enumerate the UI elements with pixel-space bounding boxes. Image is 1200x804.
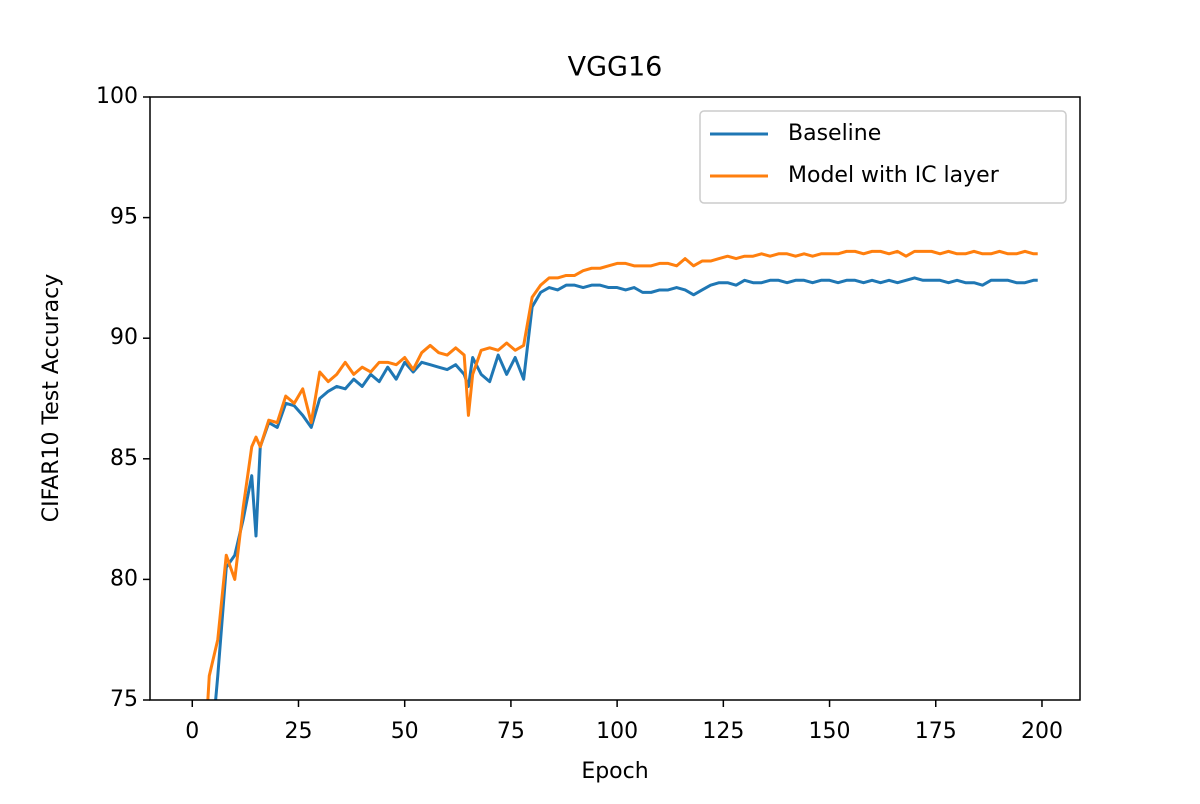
legend-box — [699, 110, 1067, 204]
legend-label: Model with IC layer — [788, 163, 1000, 188]
y-tick-label: 80 — [110, 566, 138, 591]
x-tick-label: 100 — [596, 719, 638, 744]
x-tick-label: 125 — [702, 719, 744, 744]
x-tick-label: 25 — [284, 719, 312, 744]
x-tick-label: 0 — [185, 719, 199, 744]
legend-label: Baseline — [788, 121, 881, 146]
x-tick-label: 200 — [1021, 719, 1063, 744]
y-tick-label: 100 — [96, 84, 138, 109]
x-axis-label: Epoch — [581, 759, 648, 784]
x-tick-label: 50 — [391, 719, 419, 744]
x-tick-label: 150 — [809, 719, 851, 744]
series-line — [214, 276, 1038, 700]
y-tick-label: 85 — [110, 446, 138, 471]
axes-frame — [149, 96, 1081, 701]
chart-title: VGG16 — [568, 52, 663, 83]
series-line — [206, 249, 1038, 700]
x-tick-label: 175 — [915, 719, 957, 744]
x-tick-label: 75 — [497, 719, 525, 744]
y-tick-label: 75 — [110, 687, 138, 712]
y-tick-label: 90 — [110, 325, 138, 350]
plot-area — [206, 249, 1038, 700]
y-tick-label: 95 — [110, 205, 138, 230]
y-axis-label: CIFAR10 Test Accuracy — [39, 274, 64, 523]
